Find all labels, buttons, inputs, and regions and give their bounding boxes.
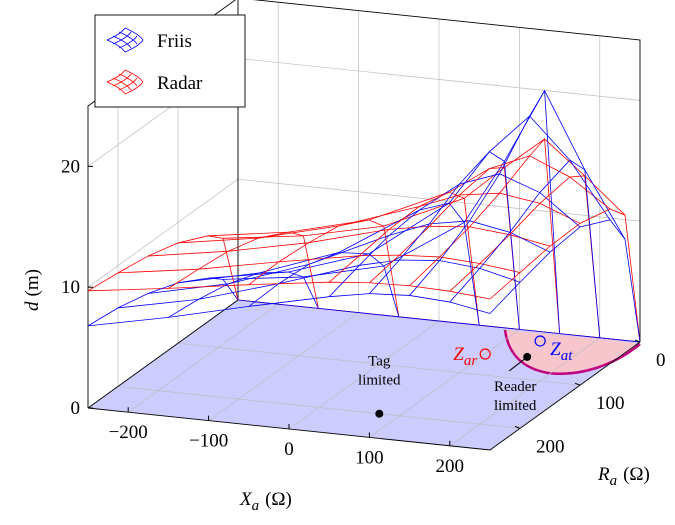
mesh-row <box>222 138 626 239</box>
mesh-column <box>449 159 601 338</box>
legend-icon <box>106 69 144 95</box>
legend-mesh-line <box>106 39 126 53</box>
legend-mesh-line <box>118 35 138 49</box>
mesh-column <box>369 151 520 330</box>
annotation-line: Reader <box>494 379 536 395</box>
y-tick-label: 200 <box>536 436 565 457</box>
mesh-column <box>409 138 560 334</box>
y-tick-label: 0 <box>656 350 666 371</box>
mesh-column <box>489 208 641 343</box>
annotation-sub: at <box>561 348 574 364</box>
legend-label: Radar <box>157 73 203 94</box>
x-tick-label: 200 <box>436 456 465 477</box>
y-label-unit: (Ω) <box>623 464 650 485</box>
annotation-label: Zar <box>453 344 477 369</box>
mesh-column <box>168 271 319 318</box>
annotation-line: limited <box>494 398 537 414</box>
legend-mesh-line <box>124 39 144 53</box>
legend-mesh-line <box>112 31 132 45</box>
legend-mesh-line <box>112 73 132 87</box>
z-label-symbol: d <box>22 301 43 311</box>
mesh-row <box>222 89 626 280</box>
mesh-row <box>87 281 491 300</box>
mesh-column <box>489 219 641 343</box>
mesh-column <box>248 252 400 317</box>
mesh-column <box>449 175 601 338</box>
mesh-column <box>248 219 400 317</box>
y-label-symbol: R <box>597 464 610 485</box>
annotation-label: Reader limited <box>494 379 537 414</box>
annotation-circle <box>479 348 491 360</box>
mesh-column <box>87 277 239 327</box>
legend: Friis Radar <box>94 14 246 108</box>
mesh-row <box>147 225 551 257</box>
z-label-unit: (m) <box>22 269 43 296</box>
x-label-unit: (Ω) <box>265 489 292 510</box>
legend-icon <box>106 27 144 53</box>
z-axis-label: d (m) <box>22 269 43 311</box>
annotation-line: limited <box>358 373 401 389</box>
mesh-row <box>117 254 521 274</box>
legend-mesh-line <box>106 27 126 41</box>
annotation-symbol: Z <box>550 339 561 360</box>
x-tick-label: 0 <box>284 439 294 460</box>
annotation-line: Tag <box>368 354 391 370</box>
annotation-label: Tag limited <box>358 354 401 389</box>
box-edge <box>87 299 239 409</box>
annotation-circle <box>534 335 546 347</box>
axes: −200 −100 0 100 200 0 100 200 0 10 20 <box>61 156 666 476</box>
legend-mesh-line <box>106 81 126 95</box>
y-tick <box>514 425 521 429</box>
mesh-row <box>207 155 611 237</box>
mesh-row <box>147 220 551 294</box>
annotation-symbol: Z <box>453 344 464 365</box>
legend-mesh-line <box>112 35 132 49</box>
x-tick-label: −200 <box>109 422 148 443</box>
annotation-dot <box>375 409 384 418</box>
annotation-sub: ar <box>464 353 478 369</box>
legend-mesh-line <box>118 73 138 87</box>
mesh-column <box>87 235 239 301</box>
legend-mesh-line <box>118 77 138 91</box>
z-tick-label: 0 <box>71 398 81 419</box>
z-tick-label: 20 <box>61 156 80 177</box>
mesh-column <box>369 167 520 330</box>
x-label-symbol: X <box>239 489 253 510</box>
y-tick-label: 100 <box>596 393 625 414</box>
x-axis-label: Xa (Ω) <box>239 489 292 514</box>
z-tick-label: 10 <box>61 277 80 298</box>
legend-mesh-line <box>124 27 144 41</box>
mesh-column <box>409 89 560 334</box>
x-label-sub: a <box>252 498 260 514</box>
mesh <box>87 89 641 343</box>
legend-mesh-line <box>118 31 138 45</box>
mesh-column <box>328 191 480 326</box>
mesh-column <box>168 231 319 309</box>
annotation-label: Zat <box>550 339 573 364</box>
legend-mesh-line <box>112 77 132 91</box>
y-tick <box>634 339 641 343</box>
x-tick-label: −100 <box>189 431 228 452</box>
legend-mesh-line <box>106 69 126 83</box>
mesh-row <box>87 293 491 327</box>
x-tick-label: 100 <box>355 447 384 468</box>
legend-box <box>94 14 246 108</box>
y-tick <box>574 382 581 386</box>
box-edge <box>87 0 641 408</box>
region-boundary <box>503 329 641 375</box>
legend-mesh-line <box>124 81 144 95</box>
legend-label: Friis <box>157 31 192 52</box>
y-axis-label: Ra (Ω) <box>597 464 650 489</box>
box-edge <box>87 341 641 451</box>
mesh-column <box>328 202 480 326</box>
reader-limited-region <box>505 330 640 374</box>
mesh-row <box>237 299 641 343</box>
legend-mesh-line <box>124 69 144 83</box>
y-label-sub: a <box>610 473 618 489</box>
annotation-leader <box>508 356 528 372</box>
